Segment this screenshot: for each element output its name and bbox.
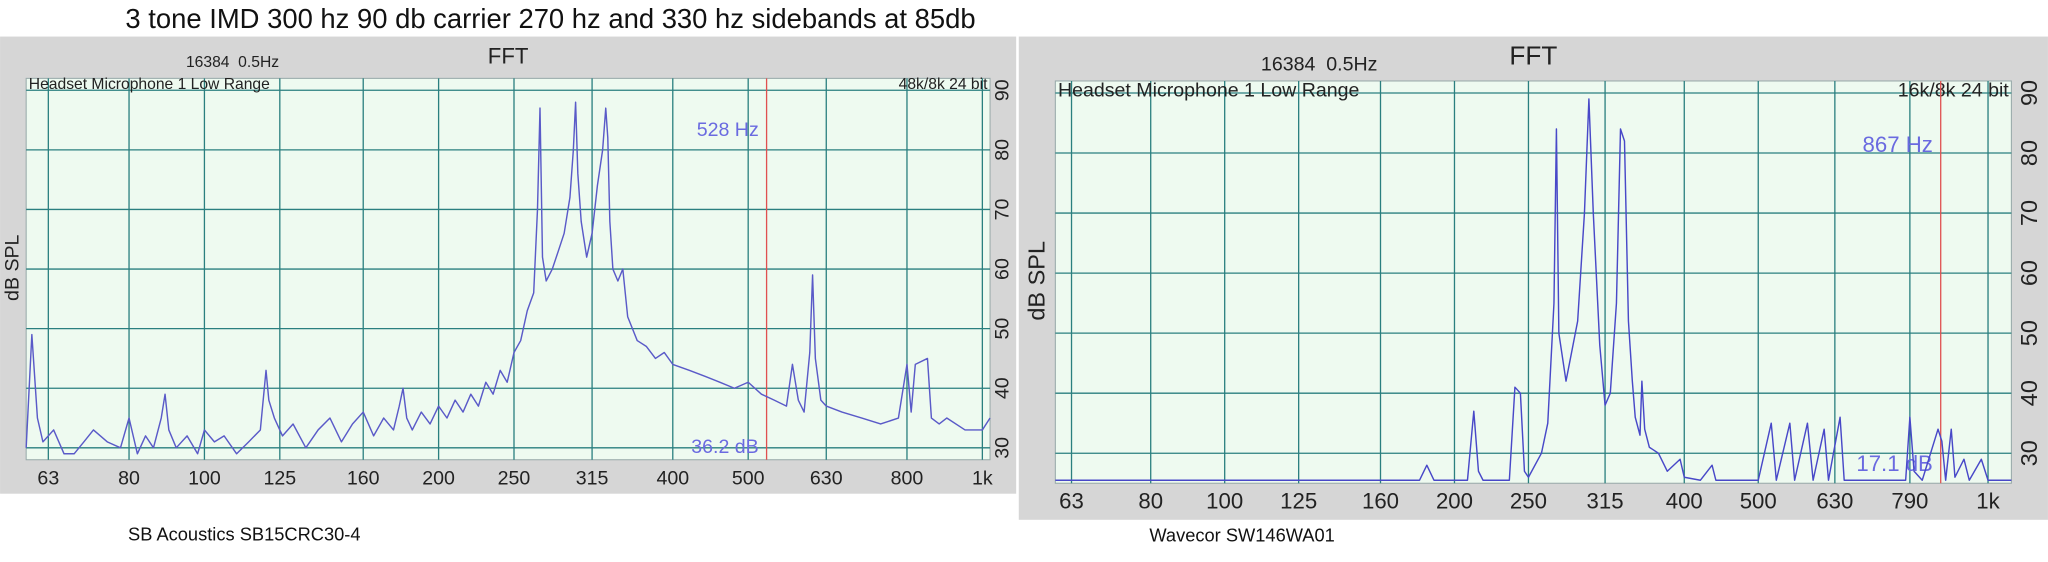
- x-tick-label: 400: [1666, 489, 1703, 514]
- y-tick-label: 90: [991, 79, 1013, 101]
- x-tick-label: 250: [498, 467, 531, 489]
- x-tick-label: 250: [1510, 489, 1547, 514]
- spectrum-line: [25, 101, 991, 455]
- y-tick-label: 40: [991, 377, 1013, 399]
- x-tick-label: 315: [576, 467, 609, 489]
- x-tick-label: 80: [1138, 489, 1163, 514]
- y-tick-label: 90: [2016, 80, 2042, 106]
- x-tick-label: 125: [263, 467, 296, 489]
- x-tick-label: 800: [891, 467, 924, 489]
- y-tick-label: 60: [991, 258, 1013, 280]
- y-tick-label: 60: [2016, 260, 2042, 286]
- x-tick-label: 100: [188, 467, 221, 489]
- cursor-label: 867 Hz: [1863, 132, 1933, 157]
- device-label: Headset Microphone 1 Low Range: [1058, 80, 1360, 102]
- caption: Wavecor SW146WA01: [1149, 525, 1334, 546]
- x-tick-label: 790: [1891, 489, 1928, 514]
- panel-title: FFT: [488, 43, 529, 68]
- y-tick-label: 70: [991, 198, 1013, 220]
- format-label: 48k/8k 24 bit: [899, 76, 988, 93]
- y-tick-label: 80: [991, 139, 1013, 161]
- x-tick-label: 125: [1280, 489, 1317, 514]
- readout-label: 17.1 dB: [1856, 451, 1933, 476]
- y-tick-label: 30: [2016, 440, 2042, 466]
- y-tick-label: 50: [991, 318, 1013, 340]
- cursor-label: 528 Hz: [697, 119, 759, 141]
- resolution: 16384 0.5Hz: [1261, 53, 1377, 75]
- device-label: Headset Microphone 1 Low Range: [29, 76, 270, 93]
- x-tick-label: 500: [732, 467, 765, 489]
- x-tick-label: 100: [1206, 489, 1243, 514]
- x-tick-label: 200: [1436, 489, 1473, 514]
- resolution: 16384 0.5Hz: [186, 54, 279, 71]
- panel-title: FFT: [1509, 40, 1557, 70]
- y-tick-label: 80: [2016, 140, 2042, 166]
- x-tick-label: 160: [1362, 489, 1399, 514]
- x-tick-label: 1k: [1976, 489, 2000, 514]
- x-tick-label: 80: [118, 467, 140, 489]
- x-tick-label: 500: [1740, 489, 1777, 514]
- page-title: 3 tone IMD 300 hz 90 db carrier 270 hz a…: [125, 3, 975, 34]
- x-tick-label: 315: [1587, 489, 1624, 514]
- format-label: 16k/8k 24 bit: [1898, 80, 2010, 102]
- readout-label: 36.2 dB: [691, 436, 759, 458]
- x-tick-label: 200: [422, 467, 455, 489]
- x-tick-label: 160: [347, 467, 380, 489]
- plot-area: [1054, 80, 2012, 484]
- x-tick-label: 63: [1059, 489, 1084, 514]
- y-tick-label: 40: [2016, 380, 2042, 406]
- x-tick-label: 630: [1816, 489, 1853, 514]
- x-tick-label: 630: [810, 467, 843, 489]
- y-tick-label: 30: [991, 437, 1013, 459]
- y-tick-label: 50: [2016, 320, 2042, 346]
- x-tick-label: 1k: [972, 467, 993, 489]
- x-tick-label: 63: [37, 467, 59, 489]
- caption: SB Acoustics SB15CRC30-4: [128, 523, 360, 544]
- y-tick-label: 70: [2016, 200, 2042, 226]
- x-tick-label: 400: [656, 467, 689, 489]
- spectrum-line: [1055, 98, 2012, 481]
- y-axis-label: dB SPL: [1, 234, 23, 301]
- y-axis-label: dB SPL: [1024, 241, 1050, 321]
